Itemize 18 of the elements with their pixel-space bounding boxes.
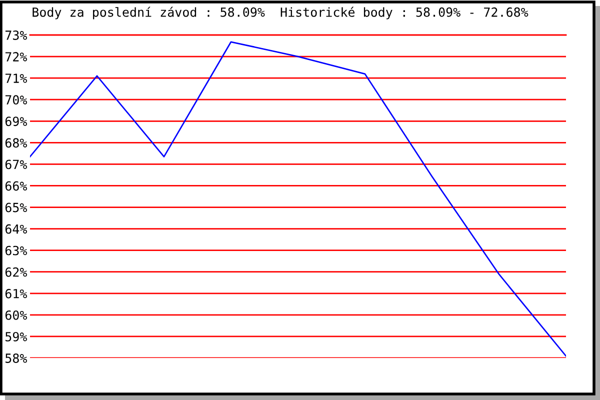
y-tick-label: 69% bbox=[5, 116, 28, 126]
y-tick-label: 70% bbox=[5, 95, 28, 105]
line-series bbox=[30, 41, 566, 357]
y-tick-label: 68% bbox=[5, 138, 28, 148]
y-tick-label: 58% bbox=[6, 354, 28, 363]
y-tick-label: 62% bbox=[5, 267, 28, 277]
y-tick-label: 64% bbox=[5, 224, 28, 234]
y-tick-label: 65% bbox=[5, 202, 28, 212]
y-tick-label: 71% bbox=[5, 74, 28, 83]
y-tick-label: 61% bbox=[5, 288, 28, 298]
y-tick-label: 59% bbox=[6, 332, 28, 342]
y-tick-label: 67% bbox=[5, 160, 28, 170]
y-tick-label: 72% bbox=[5, 52, 28, 62]
y-tick-label: 66% bbox=[5, 181, 28, 191]
y-tick-label: 73% bbox=[5, 30, 28, 40]
y-tick-label: 63% bbox=[5, 246, 28, 256]
y-tick-label: 60% bbox=[5, 310, 28, 320]
chart-title: Body za poslední závod : 58.09% Historické body : 58.09% - 72.68% bbox=[32, 6, 528, 20]
